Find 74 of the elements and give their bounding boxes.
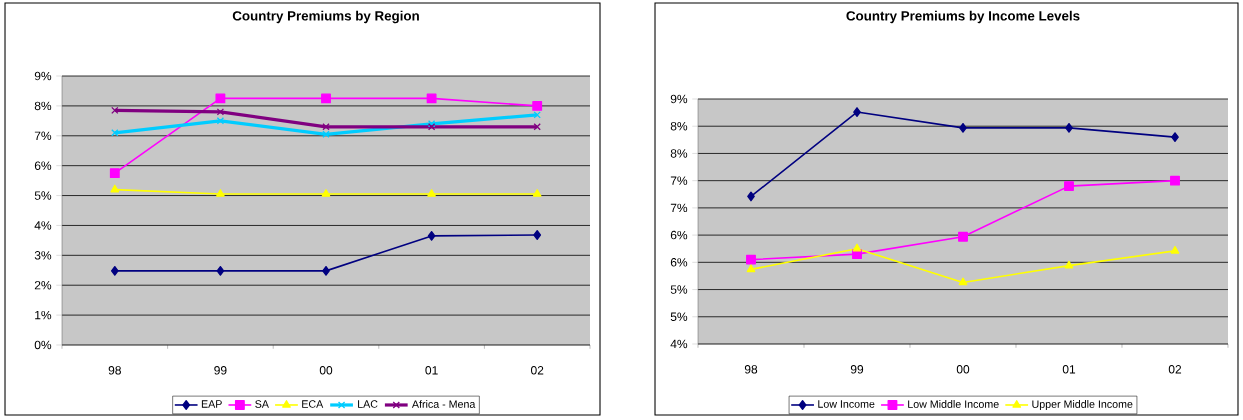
y-tick-label: 4%: [34, 221, 52, 230]
x-tick-label: 00: [956, 365, 970, 374]
y-tick-label: 8%: [34, 101, 52, 111]
point: [1065, 122, 1073, 133]
y-tick-label: 9%: [34, 71, 52, 81]
y-tick-label: 6%: [34, 161, 52, 170]
point: [958, 277, 968, 286]
y-tick-label: 5%: [670, 312, 688, 321]
point: [532, 189, 542, 197]
point: [322, 130, 330, 138]
x-tick-label: 98: [108, 366, 121, 375]
point: [532, 100, 543, 111]
x-tick-label: 02: [530, 366, 544, 375]
y-tick-label: 5%: [670, 285, 688, 294]
legend-label: Upper Middle Income: [1032, 400, 1133, 411]
point: [852, 243, 862, 252]
x-tick-label: 00: [319, 366, 333, 375]
x-tick-label: 01: [1062, 365, 1076, 374]
y-tick-label: 0%: [34, 340, 52, 350]
y-tick-label: 8%: [670, 149, 688, 158]
x-tick-label: 98: [744, 365, 758, 374]
point: [1170, 175, 1180, 186]
y-tick-label: 7%: [670, 176, 688, 185]
y-tick-label: 6%: [670, 258, 688, 267]
point: [322, 265, 330, 276]
x-tick-label: 02: [1168, 365, 1182, 374]
point: [427, 230, 436, 241]
point: [746, 264, 756, 273]
point: [216, 265, 225, 276]
point: [959, 122, 967, 133]
y-tick-label: 4%: [670, 339, 688, 349]
y-tick-label: 1%: [35, 310, 52, 320]
legend-label: Africa - Mena: [411, 400, 476, 408]
x-tick-label: 01: [425, 366, 438, 375]
point: [746, 254, 756, 265]
legend-label: ECA: [302, 400, 324, 408]
point: [111, 106, 119, 115]
y-tick-label: 8%: [670, 121, 688, 131]
point: [1064, 260, 1074, 269]
point: [426, 93, 437, 104]
y-tick-label: 2%: [34, 280, 52, 290]
point: [533, 230, 542, 240]
legend-label: EAP: [201, 400, 222, 408]
chart-title: Country Premiums by Income Levels: [846, 10, 1080, 24]
legend-label: Low Middle Income: [908, 400, 999, 408]
y-tick-label: 7%: [670, 203, 688, 213]
y-tick-label: 5%: [34, 191, 52, 200]
point: [427, 189, 436, 197]
x-tick-label: 99: [214, 366, 227, 375]
chart-title: Country Premiums by Region: [232, 10, 419, 24]
point: [110, 265, 119, 276]
point: [958, 231, 968, 242]
point: [321, 93, 331, 104]
legend-label: Low Income: [818, 400, 875, 408]
legend-label: LAC: [358, 400, 378, 408]
y-tick-label: 7%: [34, 131, 52, 140]
point: [1171, 132, 1179, 143]
point: [747, 191, 755, 202]
point: [215, 93, 226, 104]
point: [1064, 181, 1074, 192]
point: [322, 123, 330, 131]
point: [216, 189, 225, 197]
legend-label: SA: [255, 400, 269, 408]
point: [216, 117, 225, 125]
point: [110, 184, 120, 193]
y-tick-label: 9%: [670, 94, 688, 104]
y-tick-label: 6%: [670, 230, 688, 240]
point: [1170, 245, 1180, 254]
point: [853, 107, 861, 117]
point: [109, 168, 120, 179]
x-tick-label: 99: [850, 365, 864, 374]
y-tick-label: 3%: [34, 251, 52, 260]
point: [321, 189, 331, 197]
point: [216, 108, 225, 116]
